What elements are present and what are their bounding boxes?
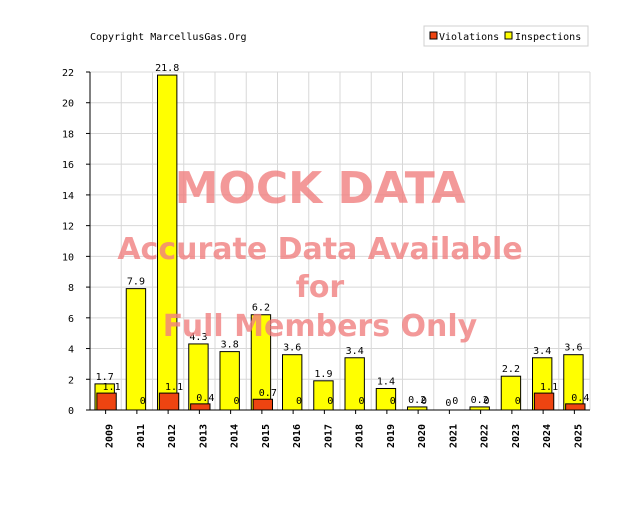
watermark-line3: for	[296, 270, 345, 305]
data-label-inspections: 6.2	[252, 303, 270, 314]
x-tick-label: 2017	[323, 424, 334, 448]
data-label-violations: 0	[234, 396, 240, 407]
data-label-inspections: 0	[445, 398, 451, 409]
data-label-inspections: 21.8	[155, 63, 179, 74]
data-label-inspections: 3.6	[283, 343, 301, 354]
x-tick-label: 2025	[573, 424, 584, 448]
x-tick-label: 2018	[355, 424, 366, 448]
y-tick-label: 12	[62, 222, 74, 233]
data-label-violations: 0	[327, 396, 333, 407]
data-label-inspections: 4.3	[189, 332, 207, 343]
data-label-violations: 0	[140, 396, 146, 407]
watermark: MOCK DATA Accurate Data Available for Fu…	[117, 163, 522, 344]
watermark-line2: Accurate Data Available	[117, 232, 522, 267]
x-tick-label: 2019	[386, 424, 397, 448]
y-tick-label: 4	[68, 345, 74, 356]
data-label-inspections: 0.2	[471, 395, 489, 406]
y-tick-label: 16	[62, 160, 74, 171]
data-label-violations: 0	[484, 396, 490, 407]
y-tick-label: 0	[68, 406, 74, 417]
data-label-inspections: 2.2	[502, 364, 520, 375]
legend-label-violations: Violations	[439, 32, 499, 43]
x-tick-label: 2020	[417, 424, 428, 448]
data-label-violations: 0	[359, 396, 365, 407]
x-tick-label: 2014	[230, 424, 241, 448]
copyright-text: Copyright MarcellusGas.Org	[90, 32, 247, 43]
data-label-violations: 1.1	[165, 382, 183, 393]
data-label-violations: 0	[296, 396, 302, 407]
data-label-inspections: 1.7	[96, 372, 114, 383]
data-label-violations: 0	[390, 396, 396, 407]
x-tick-label: 2024	[542, 424, 553, 448]
y-tick-label: 10	[62, 252, 74, 263]
watermark-line4: Full Members Only	[163, 309, 478, 344]
data-label-violations: 0.4	[571, 393, 589, 404]
data-label-violations: 0	[515, 396, 521, 407]
legend: Violations Inspections	[423, 25, 589, 47]
data-label-inspections: 3.6	[564, 343, 582, 354]
bar-violations	[252, 398, 273, 411]
x-tick-label: 2021	[448, 424, 459, 448]
data-label-violations: 0.7	[259, 388, 277, 399]
x-tick-label: 2013	[198, 424, 209, 448]
data-label-violations: 0	[452, 396, 458, 407]
legend-swatch-violations	[429, 31, 438, 40]
y-tick-label: 20	[62, 99, 74, 110]
legend-swatch-inspections	[504, 31, 513, 40]
y-tick-label: 22	[62, 68, 74, 79]
data-label-inspections: 3.8	[221, 340, 239, 351]
data-label-inspections: 0.2	[408, 395, 426, 406]
data-label-violations: 0.4	[196, 393, 214, 404]
y-tick-label: 6	[68, 314, 74, 325]
bars: 1.71.17.9021.81.14.30.43.806.20.73.601.9…	[94, 63, 589, 411]
data-label-violations: 1.1	[103, 382, 121, 393]
y-tick-label: 8	[68, 283, 74, 294]
data-label-violations: 1.1	[540, 382, 558, 393]
x-tick-label: 2012	[167, 424, 178, 448]
bar-inspections	[125, 288, 147, 411]
y-tick-label: 18	[62, 129, 74, 140]
bar-violations	[96, 392, 117, 411]
data-label-inspections: 3.4	[346, 346, 364, 357]
data-label-inspections: 1.4	[377, 376, 395, 387]
bar-violations	[533, 392, 555, 411]
data-label-inspections: 7.9	[127, 277, 145, 288]
x-tick-label: 2011	[136, 424, 147, 448]
y-tick-label: 2	[68, 375, 74, 386]
y-tick-label: 14	[62, 191, 74, 202]
x-tick-label: 2015	[261, 424, 272, 448]
data-label-inspections: 1.9	[314, 369, 332, 380]
x-tick-label: 2009	[105, 424, 116, 448]
data-label-violations: 0	[421, 396, 427, 407]
bar-violations	[190, 403, 211, 411]
data-label-inspections: 3.4	[533, 346, 551, 357]
bar-violations	[565, 403, 586, 411]
bar-violations	[158, 392, 180, 411]
x-tick-label: 2023	[511, 424, 522, 448]
x-tick-label: 2022	[480, 424, 491, 448]
watermark-line1: MOCK DATA	[175, 163, 466, 214]
legend-label-inspections: Inspections	[515, 32, 581, 43]
x-tick-label: 2016	[292, 424, 303, 448]
